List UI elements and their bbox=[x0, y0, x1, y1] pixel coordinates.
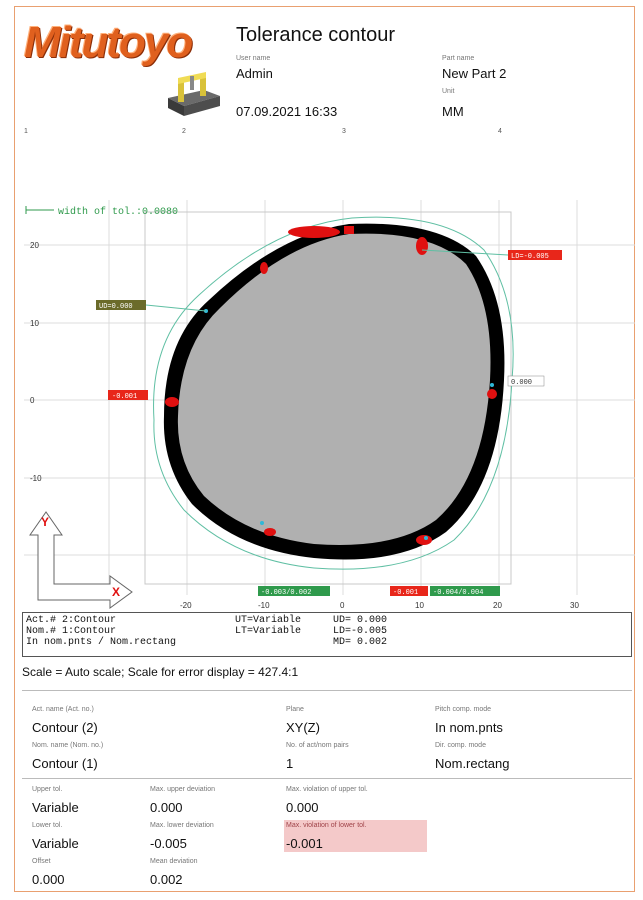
info-ld: LD=-0.005 bbox=[333, 626, 388, 637]
info-ut: UT=Variable bbox=[235, 615, 302, 626]
info-md: MD= 0.002 bbox=[333, 637, 388, 648]
pitch-label: Pitch comp. mode bbox=[435, 706, 492, 713]
plane-label: Plane bbox=[286, 706, 304, 713]
tag-ld: LD=-0.005 bbox=[421, 249, 562, 261]
axis-y-label: Y bbox=[41, 515, 49, 529]
logo-text: Mitutoyo bbox=[24, 18, 193, 67]
dir-label: Dir. comp. mode bbox=[435, 742, 486, 749]
tolerance-contour-plot: width of tol.:0.0080 20 10 0 -10 -20 -10… bbox=[24, 200, 635, 610]
viol-upper-label: Max. violation of upper tol. bbox=[286, 786, 368, 793]
ruler-mark-3: 3 bbox=[342, 128, 346, 135]
ruler-mark-4: 4 bbox=[498, 128, 502, 135]
svg-text:width of tol.:0.0080: width of tol.:0.0080 bbox=[58, 206, 178, 218]
x-tick-10: 10 bbox=[415, 601, 424, 610]
dir-value: Nom.rectang bbox=[435, 756, 510, 771]
nom-name-label: Nom. name (Nom. no.) bbox=[32, 742, 104, 749]
max-upper-value: 0.000 bbox=[150, 800, 183, 815]
tag-bottom-3: -0.004/0.004 bbox=[430, 586, 500, 597]
cmm-machine-icon bbox=[168, 72, 220, 116]
act-name-label: Act. name (Act. no.) bbox=[32, 706, 94, 713]
contour-info-box: Act.# 2:Contour UT=Variable UD= 0.000 No… bbox=[22, 612, 632, 657]
x-tick-neg10: -10 bbox=[258, 601, 270, 610]
x-tick-0: 0 bbox=[340, 601, 345, 610]
y-tick-neg10: -10 bbox=[30, 474, 42, 483]
act-name-value: Contour (2) bbox=[32, 720, 98, 735]
tag-right: 0.000 bbox=[507, 375, 545, 387]
svg-text:0.000: 0.000 bbox=[511, 379, 532, 387]
y-tick-0: 0 bbox=[30, 396, 35, 405]
offset-value: 0.000 bbox=[32, 872, 65, 887]
axis-x-label: X bbox=[112, 585, 120, 599]
nom-name-value: Contour (1) bbox=[32, 756, 98, 771]
offset-label: Offset bbox=[32, 858, 51, 865]
max-upper-label: Max. upper deviation bbox=[150, 786, 215, 793]
mitutoyo-logo: Mitutoyo bbox=[24, 18, 224, 118]
info-act: Act.# 2:Contour bbox=[26, 615, 117, 626]
scale-line: Scale = Auto scale; Scale for error disp… bbox=[22, 665, 299, 679]
viol-lower-label: Max. violation of lower tol. bbox=[286, 822, 367, 829]
mean-value: 0.002 bbox=[150, 872, 183, 887]
lower-tol-label: Lower tol. bbox=[32, 822, 63, 829]
plane-value: XY(Z) bbox=[286, 720, 320, 735]
violation-marks bbox=[165, 226, 497, 545]
ruler-mark-1: 1 bbox=[24, 128, 28, 135]
datetime-value: 07.09.2021 16:33 bbox=[236, 104, 338, 119]
x-tick-30: 30 bbox=[570, 601, 579, 610]
tag-ud: UD=0.000 bbox=[96, 300, 207, 312]
tag-bottom-1: -0.003/0.002 bbox=[258, 586, 330, 597]
mean-label: Mean deviation bbox=[150, 858, 198, 865]
max-lower-value: -0.005 bbox=[150, 836, 187, 851]
unit-label: Unit bbox=[442, 88, 455, 95]
separator bbox=[22, 778, 632, 779]
ruler-mark-2: 2 bbox=[182, 128, 186, 135]
upper-tol-value: Variable bbox=[32, 800, 79, 815]
violation-highlight bbox=[284, 820, 427, 852]
nominal-contour bbox=[177, 233, 491, 545]
separator bbox=[22, 690, 632, 691]
max-lower-label: Max. lower deviation bbox=[150, 822, 214, 829]
part-name-value: New Part 2 bbox=[442, 66, 507, 81]
width-of-tol-label: width of tol.:0.0080 bbox=[25, 206, 178, 218]
info-ud: UD= 0.000 bbox=[333, 615, 388, 626]
tag-bottom-2: -0.001 bbox=[390, 586, 428, 597]
upper-tol-label: Upper tol. bbox=[32, 786, 63, 793]
info-nom: Nom.# 1:Contour bbox=[26, 626, 117, 637]
pairs-label: No. of act/nom pairs bbox=[286, 742, 349, 749]
svg-text:-0.001: -0.001 bbox=[112, 393, 137, 401]
part-name-label: Part name bbox=[442, 55, 475, 62]
svg-text:LD=-0.005: LD=-0.005 bbox=[511, 253, 549, 261]
svg-text:-0.003/0.002: -0.003/0.002 bbox=[261, 589, 311, 597]
x-tick-20: 20 bbox=[493, 601, 502, 610]
y-tick-10: 10 bbox=[30, 319, 39, 328]
y-tick-20: 20 bbox=[30, 241, 39, 250]
unit-value: MM bbox=[442, 104, 464, 119]
x-tick-neg20: -20 bbox=[180, 601, 192, 610]
viol-upper-value: 0.000 bbox=[286, 800, 319, 815]
page-frame bbox=[14, 6, 635, 892]
user-name-value: Admin bbox=[236, 66, 273, 81]
tolerance-band bbox=[153, 216, 514, 570]
pitch-value: In nom.pnts bbox=[435, 720, 503, 735]
axis-indicator: Y X bbox=[29, 511, 133, 609]
user-name-label: User name bbox=[236, 55, 271, 62]
svg-text:UD=0.000: UD=0.000 bbox=[99, 303, 133, 311]
svg-text:-0.004/0.004: -0.004/0.004 bbox=[433, 589, 483, 597]
svg-text:-0.001: -0.001 bbox=[393, 589, 418, 597]
info-lt: LT=Variable bbox=[235, 626, 302, 637]
info-mode: In nom.pnts / Nom.rectang bbox=[26, 637, 177, 648]
pairs-value: 1 bbox=[286, 756, 294, 771]
viol-lower-value: -0.001 bbox=[286, 836, 323, 851]
lower-tol-value: Variable bbox=[32, 836, 79, 851]
tag-left: -0.001 bbox=[108, 390, 148, 401]
page-title: Tolerance contour bbox=[236, 24, 395, 46]
